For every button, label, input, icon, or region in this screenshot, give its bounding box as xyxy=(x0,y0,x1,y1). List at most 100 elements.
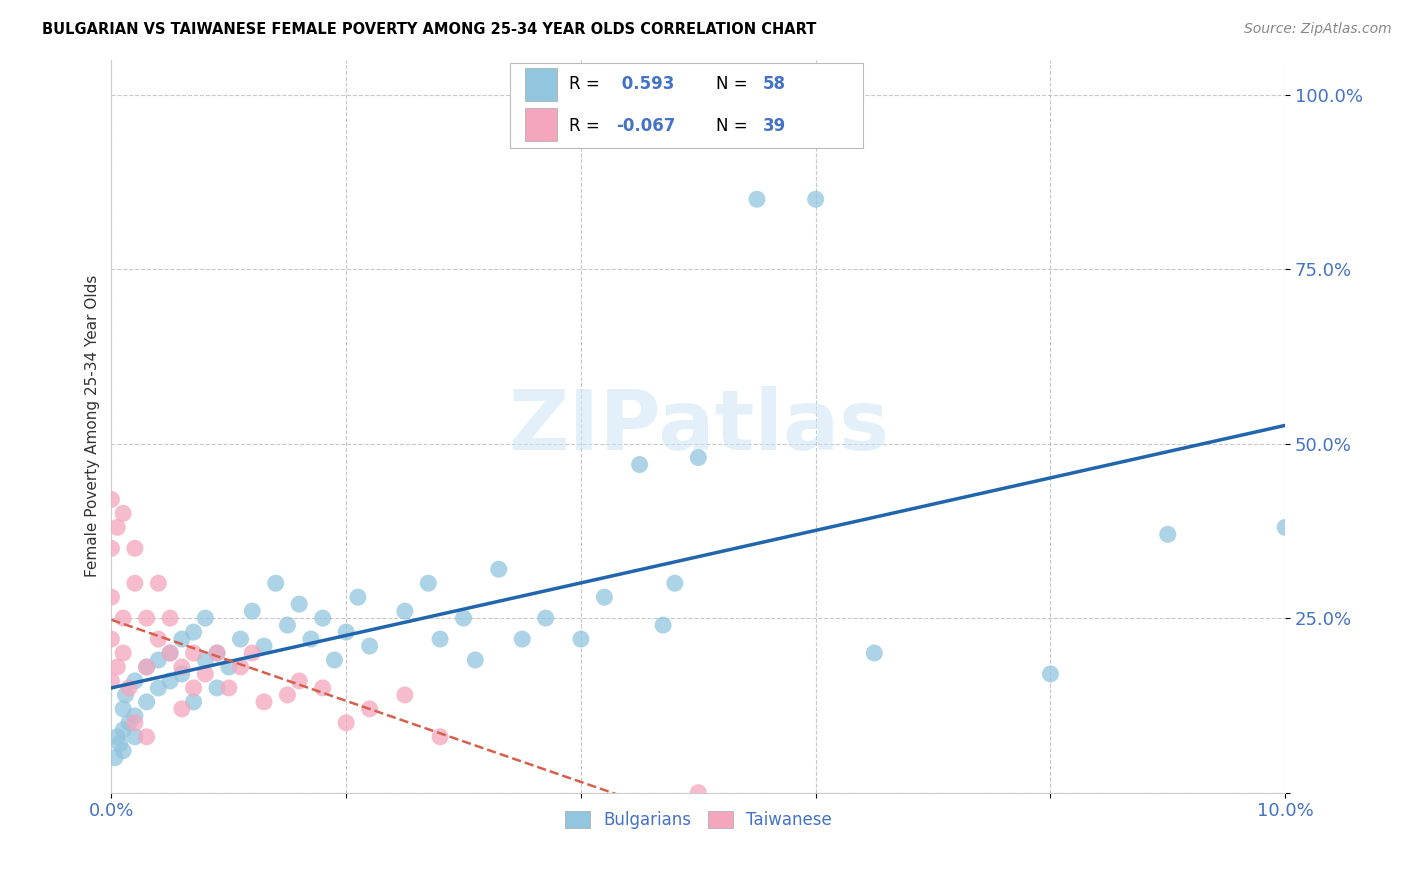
Point xyxy=(112,744,135,758)
Point xyxy=(135,611,157,625)
Text: BULGARIAN VS TAIWANESE FEMALE POVERTY AMONG 25-34 YEAR OLDS CORRELATION CHART: BULGARIAN VS TAIWANESE FEMALE POVERTY AM… xyxy=(42,22,817,37)
Text: ZIPatlas: ZIPatlas xyxy=(508,385,889,467)
Point xyxy=(124,576,146,591)
Point xyxy=(276,688,298,702)
Point xyxy=(105,660,128,674)
Text: N =: N = xyxy=(716,75,752,94)
Point xyxy=(359,702,381,716)
Point xyxy=(312,611,335,625)
Point xyxy=(183,681,205,695)
Point xyxy=(464,653,486,667)
Point xyxy=(1274,520,1296,534)
Point xyxy=(569,632,592,646)
FancyBboxPatch shape xyxy=(510,63,863,147)
Text: -0.067: -0.067 xyxy=(616,118,675,136)
Point xyxy=(253,639,276,653)
Point xyxy=(100,590,122,604)
Point xyxy=(100,673,122,688)
Point xyxy=(112,507,135,521)
Point xyxy=(124,673,146,688)
Point xyxy=(394,604,416,618)
Point xyxy=(240,646,263,660)
Point xyxy=(170,660,193,674)
Point xyxy=(534,611,557,625)
Point xyxy=(804,192,827,206)
Point xyxy=(170,702,193,716)
Point xyxy=(159,646,181,660)
Point xyxy=(323,653,346,667)
Point xyxy=(194,611,217,625)
Point xyxy=(105,730,128,744)
Point xyxy=(148,653,170,667)
Text: R =: R = xyxy=(569,75,605,94)
Point xyxy=(288,673,311,688)
Point xyxy=(418,576,440,591)
Point xyxy=(124,541,146,556)
Bar xyxy=(524,68,557,101)
Point xyxy=(118,681,141,695)
Point xyxy=(124,715,146,730)
Point xyxy=(118,715,141,730)
Point xyxy=(170,667,193,681)
Text: R =: R = xyxy=(569,118,605,136)
Point xyxy=(159,611,181,625)
Point xyxy=(108,737,131,751)
Point xyxy=(264,576,287,591)
Point xyxy=(183,646,205,660)
Point xyxy=(253,695,276,709)
Point xyxy=(218,681,240,695)
Point xyxy=(276,618,298,632)
Point xyxy=(664,576,686,591)
Point xyxy=(429,730,451,744)
Text: 39: 39 xyxy=(763,118,786,136)
Point xyxy=(194,653,217,667)
Point xyxy=(335,715,357,730)
Point xyxy=(229,632,252,646)
Point xyxy=(135,660,157,674)
Point xyxy=(394,688,416,702)
Point xyxy=(124,709,146,723)
Point xyxy=(288,597,311,611)
Text: 58: 58 xyxy=(763,75,786,94)
Point xyxy=(205,646,228,660)
Point xyxy=(135,695,157,709)
Point xyxy=(135,730,157,744)
Point xyxy=(112,646,135,660)
Text: 0.593: 0.593 xyxy=(616,75,675,94)
Text: N =: N = xyxy=(716,118,752,136)
Point xyxy=(124,730,146,744)
Point xyxy=(148,576,170,591)
Point xyxy=(112,702,135,716)
Point xyxy=(335,625,357,640)
Point xyxy=(100,632,122,646)
Point xyxy=(205,681,228,695)
Point xyxy=(114,688,136,702)
Point xyxy=(688,450,710,465)
Point xyxy=(100,541,122,556)
Point xyxy=(100,492,122,507)
Point xyxy=(593,590,616,604)
Point xyxy=(205,646,228,660)
Point xyxy=(628,458,651,472)
Point xyxy=(183,695,205,709)
Point xyxy=(652,618,675,632)
Point xyxy=(194,667,217,681)
Point xyxy=(148,632,170,646)
Point xyxy=(240,604,263,618)
Y-axis label: Female Poverty Among 25-34 Year Olds: Female Poverty Among 25-34 Year Olds xyxy=(86,275,100,577)
Point xyxy=(105,520,128,534)
Point xyxy=(312,681,335,695)
Point xyxy=(863,646,886,660)
Point xyxy=(218,660,240,674)
Point xyxy=(112,723,135,737)
Bar xyxy=(524,108,557,141)
Point xyxy=(159,646,181,660)
Point xyxy=(183,625,205,640)
Point xyxy=(510,632,533,646)
Point xyxy=(488,562,510,576)
Point xyxy=(148,681,170,695)
Point xyxy=(159,673,181,688)
Point xyxy=(1039,667,1062,681)
Legend: Bulgarians, Taiwanese: Bulgarians, Taiwanese xyxy=(558,804,838,836)
Point xyxy=(299,632,322,646)
